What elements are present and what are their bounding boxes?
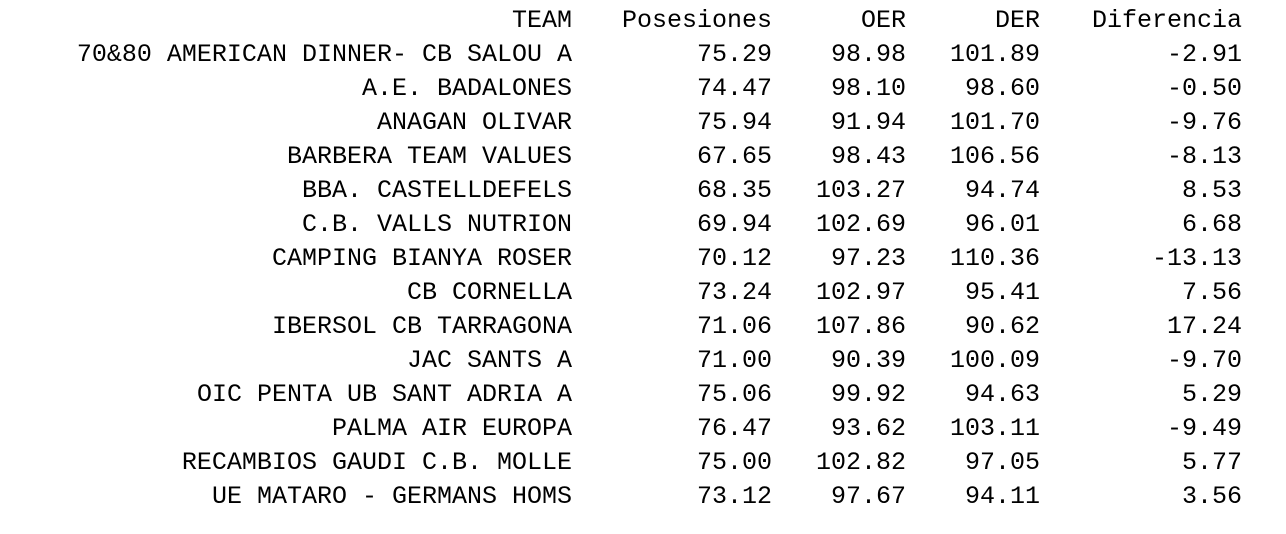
header-diferencia: Diferencia xyxy=(1091,6,1242,35)
cell-diferencia: 8.53 xyxy=(1181,176,1242,205)
table-row: RECAMBIOS GAUDI C.B. MOLLE 75.00 102.82 97.… xyxy=(0,446,1242,480)
cell-team: A.E. BADALONES xyxy=(361,74,572,103)
cell-diferencia: 7.56 xyxy=(1181,278,1242,307)
cell-diferencia: 5.77 xyxy=(1181,448,1242,477)
cell-posesiones: 70.12 xyxy=(696,244,772,273)
cell-posesiones: 69.94 xyxy=(696,210,772,239)
header-team: TEAM xyxy=(511,6,572,35)
cell-diferencia: -9.49 xyxy=(1166,414,1242,443)
cell-oer: 98.43 xyxy=(830,142,906,171)
cell-der: 94.63 xyxy=(964,380,1040,409)
cell-team: C.B. VALLS NUTRION xyxy=(301,210,572,239)
cell-oer: 97.23 xyxy=(830,244,906,273)
cell-oer: 90.39 xyxy=(830,346,906,375)
table-row: BARBERA TEAM VALUES 67.65 98.43 106.56 -8.13 xyxy=(0,140,1242,174)
cell-diferencia: 6.68 xyxy=(1181,210,1242,239)
cell-oer: 98.10 xyxy=(830,74,906,103)
header-posesiones: Posesiones xyxy=(621,6,772,35)
cell-team: IBERSOL CB TARRAGONA xyxy=(271,312,572,341)
cell-team: PALMA AIR EUROPA xyxy=(331,414,572,443)
cell-der: 101.89 xyxy=(949,40,1040,69)
cell-posesiones: 75.94 xyxy=(696,108,772,137)
table-row: 70&80 AMERICAN DINNER- CB SALOU A 75.29 98… xyxy=(0,38,1242,72)
table-body: 70&80 AMERICAN DINNER- CB SALOU A 75.29 98… xyxy=(0,38,1242,514)
table-row: JAC SANTS A 71.00 90.39 100.09 -9.70 xyxy=(0,344,1242,378)
cell-der: 90.62 xyxy=(964,312,1040,341)
cell-oer: 99.92 xyxy=(830,380,906,409)
cell-der: 101.70 xyxy=(949,108,1040,137)
table-row: A.E. BADALONES 74.47 98.10 98.60 -0.50 xyxy=(0,72,1242,106)
cell-diferencia: 17.24 xyxy=(1166,312,1242,341)
header-der: DER xyxy=(994,6,1040,35)
cell-posesiones: 71.06 xyxy=(696,312,772,341)
team-stats-table: TEAM Posesiones OER DER Diferencia 70&80… xyxy=(0,4,1242,514)
cell-posesiones: 75.00 xyxy=(696,448,772,477)
table-header-row: TEAM Posesiones OER DER Diferencia xyxy=(0,4,1242,38)
cell-der: 96.01 xyxy=(964,210,1040,239)
table-row: CB CORNELLA 73.24 102.97 95.41 7.56 xyxy=(0,276,1242,310)
cell-der: 97.05 xyxy=(964,448,1040,477)
cell-posesiones: 68.35 xyxy=(696,176,772,205)
cell-oer: 102.82 xyxy=(815,448,906,477)
cell-diferencia: -9.70 xyxy=(1166,346,1242,375)
cell-diferencia: -8.13 xyxy=(1166,142,1242,171)
cell-diferencia: -13.13 xyxy=(1151,244,1242,273)
cell-oer: 102.69 xyxy=(815,210,906,239)
cell-der: 98.60 xyxy=(964,74,1040,103)
cell-diferencia: -2.91 xyxy=(1166,40,1242,69)
cell-oer: 107.86 xyxy=(815,312,906,341)
cell-oer: 97.67 xyxy=(830,482,906,511)
stats-table-container: TEAM Posesiones OER DER Diferencia 70&80… xyxy=(0,4,1242,514)
cell-posesiones: 71.00 xyxy=(696,346,772,375)
cell-team: CAMPING BIANYA ROSER xyxy=(271,244,572,273)
cell-posesiones: 76.47 xyxy=(696,414,772,443)
cell-team: ANAGAN OLIVAR xyxy=(376,108,572,137)
cell-team: BBA. CASTELLDEFELS xyxy=(301,176,572,205)
cell-der: 100.09 xyxy=(949,346,1040,375)
cell-oer: 91.94 xyxy=(830,108,906,137)
cell-oer: 102.97 xyxy=(815,278,906,307)
header-oer: OER xyxy=(860,6,906,35)
cell-team: JAC SANTS A xyxy=(406,346,572,375)
table-row: CAMPING BIANYA ROSER 70.12 97.23 110.36 -13.… xyxy=(0,242,1242,276)
table-row: BBA. CASTELLDEFELS 68.35 103.27 94.74 8.53 xyxy=(0,174,1242,208)
cell-oer: 103.27 xyxy=(815,176,906,205)
table-row: UE MATARO - GERMANS HOMS 73.12 97.67 94.11 3… xyxy=(0,480,1242,514)
cell-posesiones: 73.12 xyxy=(696,482,772,511)
cell-der: 94.74 xyxy=(964,176,1040,205)
table-row: OIC PENTA UB SANT ADRIA A 75.06 99.92 94.63… xyxy=(0,378,1242,412)
cell-diferencia: 5.29 xyxy=(1181,380,1242,409)
cell-oer: 98.98 xyxy=(830,40,906,69)
cell-posesiones: 74.47 xyxy=(696,74,772,103)
table-row: C.B. VALLS NUTRION 69.94 102.69 96.01 6.68 xyxy=(0,208,1242,242)
cell-der: 103.11 xyxy=(949,414,1040,443)
table-row: PALMA AIR EUROPA 76.47 93.62 103.11 -9.49 xyxy=(0,412,1242,446)
cell-diferencia: -0.50 xyxy=(1166,74,1242,103)
cell-team: CB CORNELLA xyxy=(406,278,572,307)
cell-team: OIC PENTA UB SANT ADRIA A xyxy=(196,380,572,409)
cell-der: 95.41 xyxy=(964,278,1040,307)
cell-posesiones: 67.65 xyxy=(696,142,772,171)
cell-posesiones: 73.24 xyxy=(696,278,772,307)
cell-posesiones: 75.29 xyxy=(696,40,772,69)
table-row: IBERSOL CB TARRAGONA 71.06 107.86 90.62 17.2… xyxy=(0,310,1242,344)
cell-team: BARBERA TEAM VALUES xyxy=(286,142,572,171)
cell-oer: 93.62 xyxy=(830,414,906,443)
cell-team: UE MATARO - GERMANS HOMS xyxy=(211,482,572,511)
cell-der: 94.11 xyxy=(964,482,1040,511)
cell-der: 106.56 xyxy=(949,142,1040,171)
cell-team: RECAMBIOS GAUDI C.B. MOLLE xyxy=(181,448,572,477)
cell-diferencia: -9.76 xyxy=(1166,108,1242,137)
cell-diferencia: 3.56 xyxy=(1181,482,1242,511)
cell-team: 70&80 AMERICAN DINNER- CB SALOU A xyxy=(76,40,572,69)
table-row: ANAGAN OLIVAR 75.94 91.94 101.70 -9.76 xyxy=(0,106,1242,140)
cell-posesiones: 75.06 xyxy=(696,380,772,409)
cell-der: 110.36 xyxy=(949,244,1040,273)
